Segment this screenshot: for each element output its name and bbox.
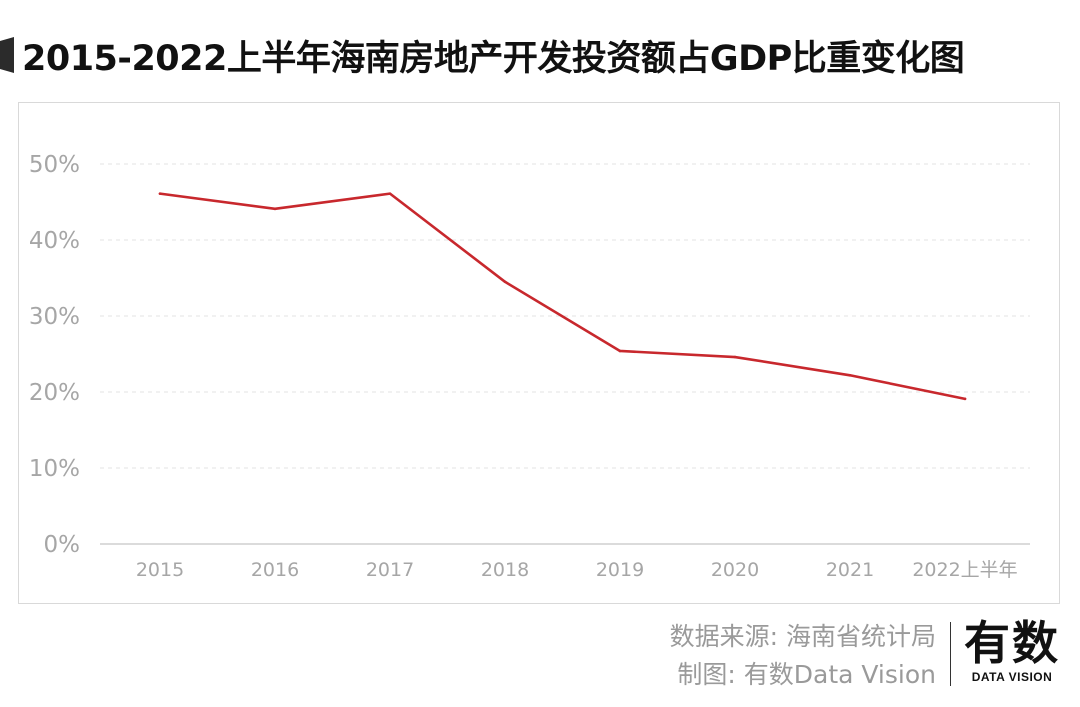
y-tick-label-0: 0% (44, 532, 81, 558)
x-tick-label-2018: 2018 (481, 559, 529, 581)
data-point-2016 (273, 207, 277, 211)
x-tick-label-2022上半年: 2022上半年 (912, 559, 1017, 581)
data-point-2018 (503, 280, 507, 284)
y-tick-label-50: 50% (29, 152, 80, 178)
logo-cn-text: 有数 (964, 616, 1060, 670)
logo-en-text: DATA VISION (971, 670, 1053, 684)
title-marker-icon (0, 37, 14, 73)
data-point-2022上半年 (963, 397, 967, 401)
x-tick-label-2019: 2019 (596, 559, 644, 581)
x-tick-label-2017: 2017 (366, 559, 414, 581)
y-tick-label-20: 20% (29, 380, 80, 406)
data-point-2015 (158, 192, 162, 195)
x-tick-label-2020: 2020 (711, 559, 759, 581)
x-tick-label-2016: 2016 (251, 559, 299, 581)
data-point-2021 (848, 373, 852, 377)
chart-title: 2015-2022上半年海南房地产开发投资额占GDP比重变化图 (22, 39, 965, 79)
source-block: 数据来源: 海南省统计局 制图: 有数Data Vision (670, 618, 936, 694)
y-tick-label-30: 30% (29, 304, 80, 330)
series-line-0 (158, 192, 967, 401)
chart-frame (18, 102, 1060, 604)
brand-logo: 有数 DATA VISION (962, 616, 1062, 692)
x-tick-label-2015: 2015 (136, 559, 184, 581)
credit-text: 制图: 有数Data Vision (677, 660, 936, 689)
y-tick-label-40: 40% (29, 228, 80, 254)
data-point-2020 (733, 355, 737, 359)
data-point-2019 (618, 349, 622, 353)
footer-divider (950, 622, 951, 686)
line-chart: 0% 10% 20% 30% 40% 50% 2015 2016 2017 2018 2019 202… (29, 152, 1030, 581)
y-tick-label-10: 10% (29, 456, 80, 482)
x-tick-label-2021: 2021 (826, 559, 874, 581)
data-source-text: 数据来源: 海南省统计局 (669, 622, 936, 651)
data-point-2017 (388, 192, 392, 195)
